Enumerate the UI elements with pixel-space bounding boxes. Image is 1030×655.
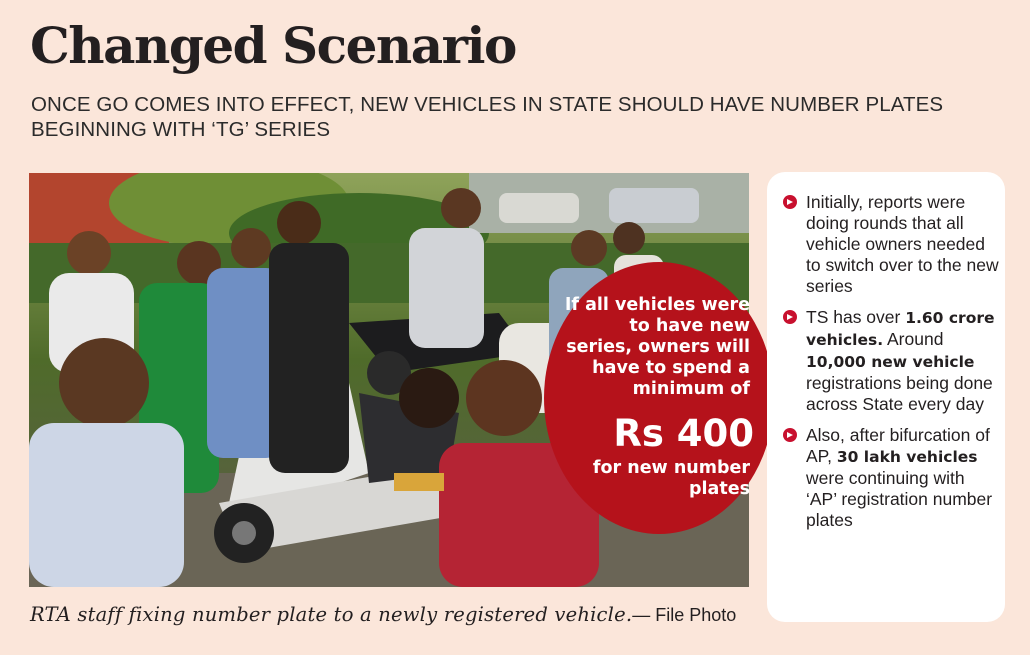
caption-text: RTA staff fixing number plate to a newly… — [30, 603, 633, 626]
photo-caption: RTA staff fixing number plate to a newly… — [30, 601, 736, 629]
fact-text-pre: Also, after bifurcation of AP, — [806, 425, 990, 466]
fact-item: TS has over 1.60 crore vehicles. Around … — [783, 307, 999, 415]
bullet-arrow-icon — [783, 195, 797, 209]
facts-list: Initially, reports were doing rounds tha… — [783, 192, 999, 541]
fact-text-mid: Around — [883, 329, 944, 349]
cost-callout: If all vehicles were to have new series,… — [544, 262, 774, 534]
bullet-arrow-icon — [783, 310, 797, 324]
fact-item: Initially, reports were doing rounds tha… — [783, 192, 999, 297]
fact-text-post: registrations being done across State ev… — [806, 373, 993, 414]
fact-highlight: 10,000 new vehicle — [806, 353, 975, 371]
photo-credit: — File Photo — [632, 605, 737, 625]
fact-highlight: 30 lakh vehicles — [836, 448, 978, 466]
callout-suffix: for new number plates — [592, 458, 750, 499]
fact-text: Initially, reports were doing rounds tha… — [806, 192, 999, 296]
fact-text-pre: TS has over — [806, 307, 906, 327]
headline: Changed Scenario — [30, 16, 517, 75]
callout-amount: Rs 400 — [613, 412, 754, 455]
callout-text: If all vehicles were to have new series,… — [564, 295, 750, 399]
fact-highlight: 1.60 crore vehicles. — [806, 309, 995, 349]
subheadline: ONCE GO COMES INTO EFFECT, NEW VEHICLES … — [31, 93, 944, 141]
facts-sidebar: Initially, reports were doing rounds tha… — [767, 172, 1005, 622]
fact-text-post: were continuing with ‘AP’ registration n… — [806, 468, 993, 530]
fact-item: Also, after bifurcation of AP, 30 lakh v… — [783, 425, 999, 531]
bullet-arrow-icon — [783, 428, 797, 442]
